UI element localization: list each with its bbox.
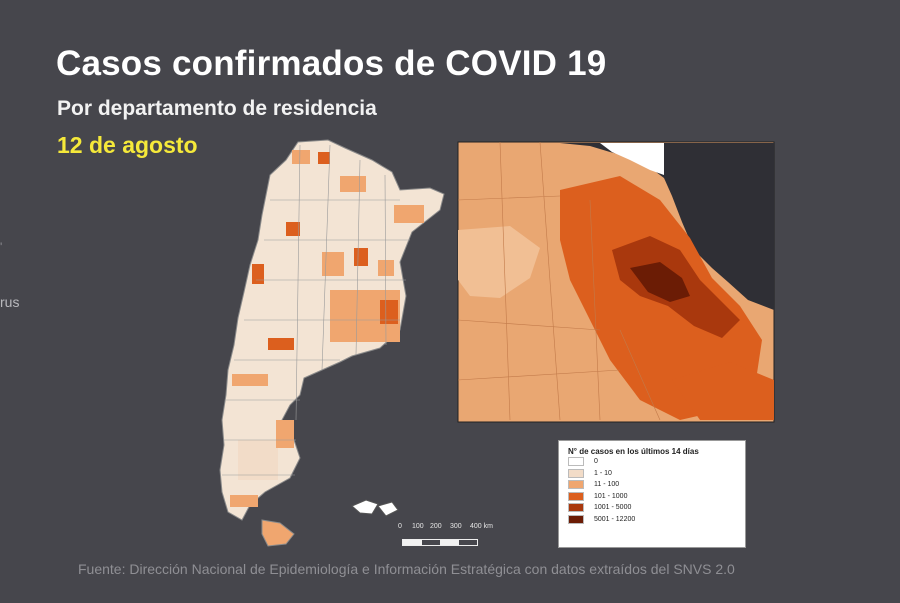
region-patch (340, 176, 366, 192)
inset-darkest-area (630, 262, 690, 302)
legend-box: N° de casos en los últimos 14 días 0 1 -… (558, 440, 746, 548)
zoom-inset (457, 141, 775, 423)
edge-fragment-text: rus (0, 294, 20, 310)
legend-label: 11 - 100 (594, 481, 620, 489)
inset-border-line (457, 141, 661, 421)
border-line (222, 199, 410, 476)
region-patch (292, 150, 310, 164)
region-fills (230, 150, 424, 507)
inset-orange-area (672, 362, 774, 420)
inset-light-area (458, 226, 540, 298)
region-patch (232, 374, 268, 386)
argentina-map (219, 139, 445, 547)
region-patch (354, 248, 368, 266)
region-patch (394, 205, 424, 223)
legend-swatch (568, 514, 584, 524)
scale-label: 0 (398, 523, 402, 530)
region-patch (378, 260, 394, 276)
legend-label: 5001 - 12200 (594, 515, 636, 523)
legend-swatch (568, 503, 584, 513)
scale-segment (458, 540, 477, 545)
scale-label: 400 km (470, 523, 493, 530)
edge-fragment-mark: ' (0, 240, 3, 254)
legend-item: 5001 - 12200 (559, 514, 745, 526)
inset-river-white (600, 143, 664, 175)
legend-swatch (568, 457, 584, 467)
tierra-del-fuego (261, 519, 295, 547)
scale-label: 200 (430, 523, 442, 530)
scale-bar-segments (402, 539, 478, 546)
region-patch (276, 420, 294, 448)
region-patch (230, 495, 258, 507)
legend-swatch (568, 491, 584, 501)
region-patch (268, 338, 294, 350)
inset-water (560, 143, 774, 310)
legend-item: 11 - 100 (559, 479, 745, 491)
legend-label: 1 - 10 (594, 469, 612, 477)
map-subtitle: Por departamento de residencia (57, 97, 377, 120)
malvinas-islands (351, 499, 399, 517)
map-title: Casos confirmados de COVID 19 (56, 44, 607, 83)
legend-item: 0 (559, 456, 745, 468)
legend-title: N° de casos en los últimos 14 días (568, 447, 699, 456)
border-line (295, 144, 387, 421)
map-date: 12 de agosto (57, 132, 198, 158)
legend-swatch (568, 468, 584, 478)
region-patch (322, 252, 344, 276)
legend-item: 1 - 10 (559, 468, 745, 480)
legend-swatch (568, 480, 584, 490)
scale-segment (440, 540, 459, 545)
inset-department-borders (457, 141, 661, 421)
scale-bar: 0 100 200 300 400 km (398, 523, 508, 549)
scale-label: 100 (412, 523, 424, 530)
region-patch (380, 300, 398, 324)
scale-segment (421, 540, 440, 545)
region-patch (286, 222, 300, 236)
region-patch (318, 152, 330, 164)
legend-label: 0 (594, 458, 598, 466)
legend-item: 1001 - 5000 (559, 502, 745, 514)
source-caption: Fuente: Dirección Nacional de Epidemiolo… (78, 561, 735, 577)
scale-segment (403, 540, 422, 545)
legend-item: 101 - 1000 (559, 491, 745, 503)
legend-label: 1001 - 5000 (594, 504, 632, 512)
region-patch (252, 264, 264, 284)
department-borders (222, 144, 410, 476)
scale-label: 300 (450, 523, 462, 530)
scale-labels: 0 100 200 300 400 km (398, 523, 508, 533)
region-patch (238, 440, 278, 480)
legend-label: 101 - 1000 (594, 492, 628, 500)
